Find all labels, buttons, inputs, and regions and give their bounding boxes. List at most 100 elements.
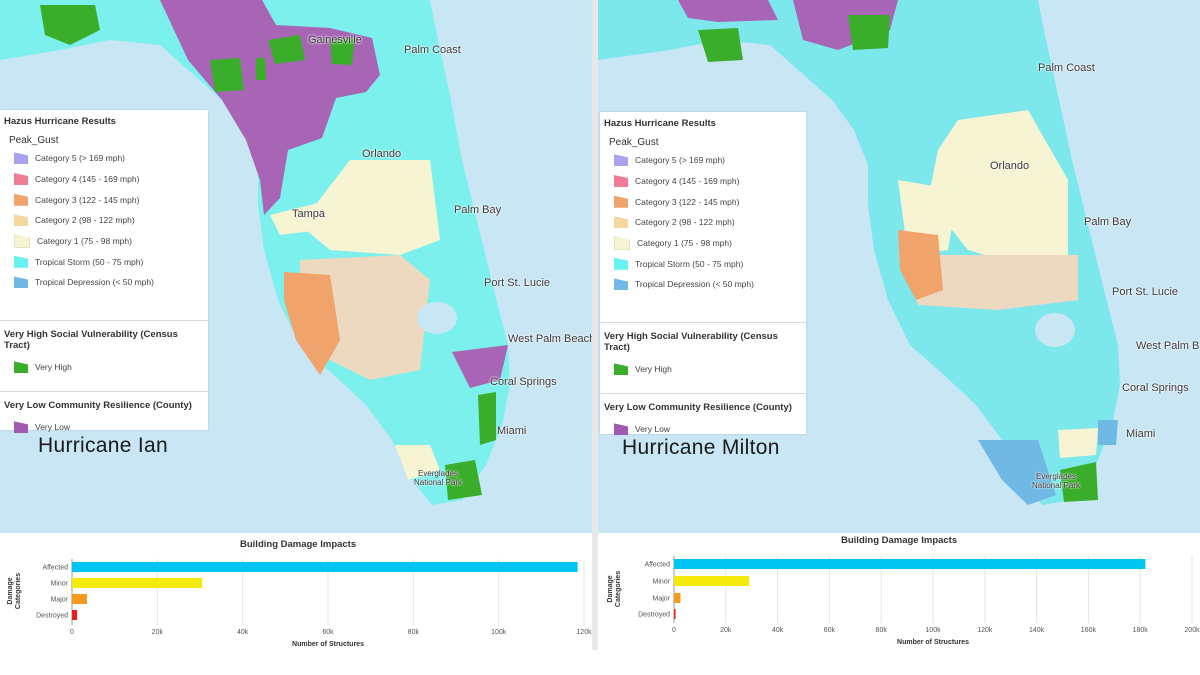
svi-legend: Very High Social Vulnerability (Census T… [0,321,208,392]
legend-item-label: Tropical Storm (50 - 75 mph) [635,258,744,269]
legend-item-label: Category 4 (145 - 169 mph) [635,176,740,187]
city-label: Palm Coast [404,44,461,56]
legend-item-label: Category 3 (122 - 145 mph) [35,194,140,205]
swatch [14,255,28,268]
legend-item: Tropical Depression (< 50 mph) [614,274,802,295]
legend-item: Category 1 (75 - 98 mph) [14,231,204,252]
x-tick-label: 80k [408,629,420,636]
map-legend: Hazus Hurricane Results Peak_Gust Catego… [0,110,208,434]
legend-item: Category 2 (98 - 122 mph) [614,212,802,233]
city-label: Orlando [362,148,402,160]
resilience-legend: Very Low Community Resilience (County) V… [0,392,208,444]
x-tick-label: 100k [925,627,941,634]
bar-major [72,594,87,604]
swatch [14,421,28,434]
x-tick-label: 160k [1081,627,1097,634]
category-label: Affected [644,562,670,569]
city-label: Gainesville [308,34,362,46]
legend-item-label: Category 5 (> 169 mph) [635,155,726,166]
category-label: Major [50,597,68,604]
legend-item-label: Very High [635,364,672,375]
city-label: Tampa [292,208,326,220]
y-axis-label: Damage [607,575,614,602]
bar-affected [674,559,1146,569]
legend-item: Very High [14,357,204,378]
legend-item: Category 5 (> 169 mph) [614,150,802,171]
x-tick-label: 180k [1133,627,1149,634]
bar-destroyed [674,609,676,619]
x-axis-label: Number of Structures [292,641,364,648]
category-label: Destroyed [36,613,68,620]
bar-destroyed [72,610,78,620]
city-label: West Palm Beach [508,333,592,345]
legend-item-label: Category 5 (> 169 mph) [35,153,126,164]
swatch [614,423,628,436]
legend-item-label: Tropical Depression (< 50 mph) [635,279,754,290]
swatch [14,173,28,186]
swatch [614,236,630,251]
city-label: Palm Coast [1038,62,1095,74]
chart-title: Building Damage Impacts [240,539,357,550]
legend-item: Category 1 (75 - 98 mph) [614,233,802,254]
bar-minor [674,576,750,586]
legend-item: Very Low [14,417,204,438]
y-axis-label: Categories [15,573,22,609]
city-label: Miami [1126,428,1156,440]
legend-item-label: Tropical Depression (< 50 mph) [35,277,154,288]
swatch [14,214,28,227]
legend-item: Category 4 (145 - 169 mph) [14,169,204,190]
legend-item: Very Low [614,419,802,440]
legend-title: Very Low Community Resilience (County) [4,400,192,411]
legend-item: Tropical Storm (50 - 75 mph) [14,251,204,272]
swatch [614,278,628,291]
damage-chart: Building Damage Impacts 0 20k 40k 60k 80k 100… [0,533,592,675]
peak-gust-legend: Hazus Hurricane Results Peak_Gust Catego… [0,110,208,321]
legend-item-label: Category 1 (75 - 98 mph) [637,238,732,249]
hurricane-name: Hurricane Milton [622,436,780,459]
legend-item: Tropical Depression (< 50 mph) [14,272,204,293]
x-tick-label: 80k [876,627,888,634]
legend-title: Very High Social Vulnerability (Census T… [604,331,778,353]
x-axis-label: Number of Structures [897,639,969,646]
city-label: Port St. Lucie [484,277,551,289]
x-tick-label: 120k [576,629,592,636]
peak-gust-legend: Hazus Hurricane Results Peak_Gust Catego… [600,112,806,323]
legend-title: Hazus Hurricane Results [4,116,116,127]
city-label: Everglades National Park [1031,472,1081,490]
chart-title: Building Damage Impacts [841,535,958,546]
x-tick-label: 60k [824,627,836,634]
x-tick-label: 40k [237,629,249,636]
category-label: Major [652,596,670,603]
damage-chart: Building Damage Impacts 0 20k 40k 60k 80k 100… [598,533,1200,675]
swatch [14,193,28,206]
legend-item: Category 4 (145 - 169 mph) [614,171,802,192]
legend-item-label: Very Low [35,422,70,433]
bar-minor [72,578,203,588]
legend-item: Very High [614,359,802,380]
bar-affected [72,562,578,572]
city-label: Coral Springs [1122,382,1189,394]
legend-item-label: Category 2 (98 - 122 mph) [35,215,135,226]
city-label: West Palm Beach [1136,340,1200,352]
x-tick-label: 100k [491,629,507,636]
legend-title: Very Low Community Resilience (County) [604,402,792,413]
city-label: Miami [497,425,527,437]
bar-chart: 0 20k 40k 60k 80k 100k 120k 140k 160k 180k 200k Aff… [607,556,1200,646]
y-axis-label: Damage [7,577,14,604]
legend-field: Peak_Gust [9,135,59,146]
x-tick-label: 140k [1029,627,1045,634]
swatch [14,276,28,289]
legend-item-label: Category 1 (75 - 98 mph) [37,236,132,247]
map-view[interactable]: Gainesville Palm Coast Orlando Tampa Pal… [0,0,592,533]
swatch [614,195,628,208]
category-label: Minor [50,581,68,588]
map-view[interactable]: Palm Coast Orlando Palm Bay Port St. Luc… [598,0,1200,533]
legend-item-label: Category 4 (145 - 169 mph) [35,174,140,185]
legend-item-label: Category 3 (122 - 145 mph) [635,196,740,207]
legend-title: Hazus Hurricane Results [604,118,716,129]
city-label: Palm Bay [1084,216,1132,228]
legend-item-label: Very High [35,362,72,373]
swatch [614,154,628,167]
x-tick-label: 200k [1184,627,1200,634]
swatch [14,234,30,249]
